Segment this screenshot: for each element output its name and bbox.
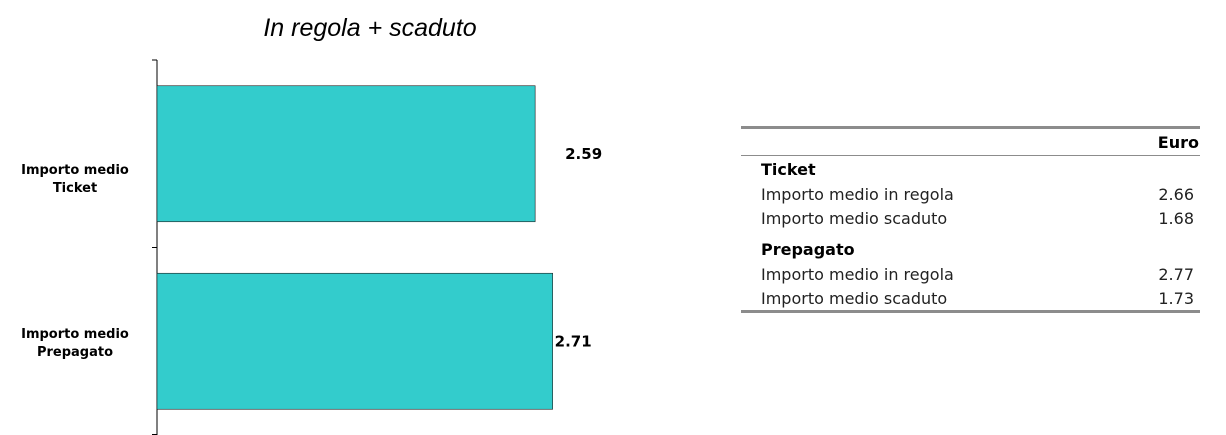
bar-chart: In regola + scaduto Importo medio Ticket… (0, 14, 602, 435)
section-title: Ticket (761, 159, 816, 179)
row-value: 1.73 (1158, 288, 1194, 308)
bar (156, 85, 536, 223)
row-label: Importo medio scaduto (761, 288, 948, 308)
category-label-line: Importo medio (21, 327, 129, 342)
table-bottom-rule (741, 310, 1200, 313)
chart-plot-area: 2.59 2.71 (152, 59, 602, 435)
bar-value-label: 2.59 (565, 145, 602, 163)
category-label-line: Prepagato (36, 345, 114, 360)
table-header-rule (741, 155, 1200, 156)
table-top-rule (741, 126, 1200, 129)
section-title-prepagato: Prepagato (741, 236, 1200, 262)
summary-table: Euro Ticket Importo medio in regola 2.66… (741, 126, 1200, 313)
row-value: 2.77 (1158, 264, 1194, 284)
table-header-row: Euro (741, 129, 1200, 155)
row-label: Importo medio in regola (761, 264, 954, 284)
row-value: 2.66 (1158, 184, 1194, 204)
table-row: Importo medio scaduto 1.68 (741, 206, 1200, 230)
category-label-line: Importo medio (21, 163, 129, 178)
row-label: Importo medio in regola (761, 184, 954, 204)
table-row: Importo medio scaduto 1.73 (741, 286, 1200, 310)
column-header-euro: Euro (1157, 132, 1199, 152)
chart-title: In regola + scaduto (263, 14, 477, 42)
category-label-line: Ticket (52, 181, 98, 196)
bar (156, 272, 553, 410)
section-title-ticket: Ticket (741, 156, 1200, 182)
bar-value-label: 2.71 (555, 332, 592, 350)
table-row: Importo medio in regola 2.77 (741, 262, 1200, 286)
row-value: 1.68 (1158, 208, 1194, 228)
category-label-ticket: Importo medio Ticket (0, 162, 150, 198)
table-row: Importo medio in regola 2.66 (741, 182, 1200, 206)
section-title: Prepagato (761, 239, 855, 259)
row-label: Importo medio scaduto (761, 208, 948, 228)
category-label-prepagato: Importo medio Prepagato (0, 326, 150, 362)
